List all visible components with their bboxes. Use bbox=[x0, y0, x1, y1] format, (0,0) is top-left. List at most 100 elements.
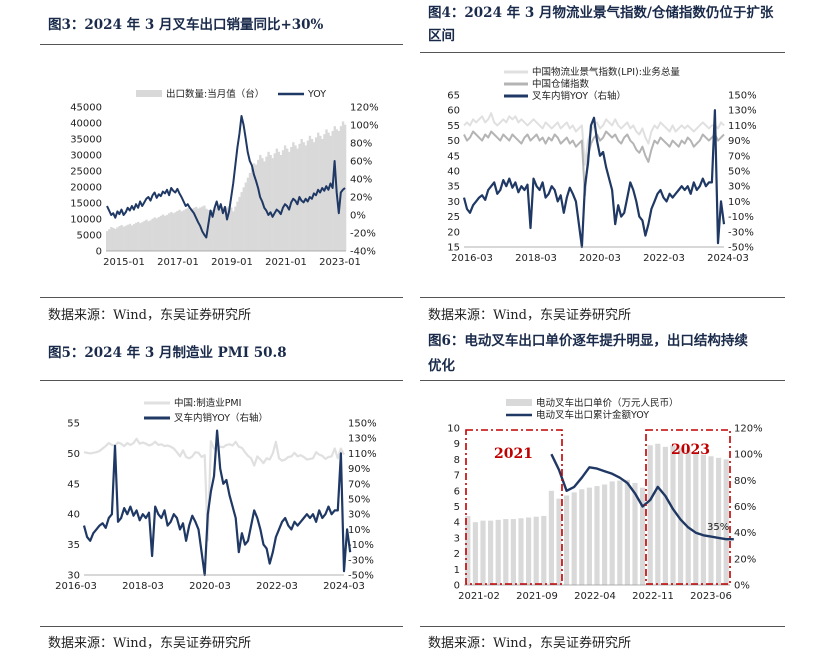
export-volume-bar bbox=[157, 217, 161, 251]
left-axis-tick: 35 bbox=[67, 540, 80, 551]
export-volume-bar bbox=[228, 206, 231, 251]
chart5-svg: 30 35 40 45 50 55 -50% -30% -10% 10% 30% 50% 70% 90% 1… bbox=[55, 397, 376, 592]
unit-price-bar bbox=[700, 454, 706, 585]
export-volume-bar bbox=[281, 150, 285, 251]
year-2023-label: 2023 bbox=[671, 442, 710, 458]
unit-price-bar bbox=[624, 479, 630, 585]
export-volume-bar bbox=[292, 142, 295, 251]
export-volume-bar bbox=[151, 218, 154, 251]
export-volume-bar bbox=[290, 147, 293, 251]
unit-price-bar bbox=[510, 519, 516, 585]
export-volume-bar bbox=[271, 158, 274, 251]
chart6-top-rule bbox=[420, 380, 785, 381]
right-axis-tick: 120% bbox=[350, 103, 379, 114]
unit-price-bar bbox=[640, 487, 646, 585]
export-volume-bar bbox=[279, 155, 283, 251]
export-volume-bar bbox=[331, 131, 334, 251]
chart6-bottom-rule bbox=[420, 626, 785, 627]
export-volume-bar bbox=[257, 159, 260, 251]
right-axis-tick: 130% bbox=[728, 106, 757, 117]
export-volume-bar bbox=[286, 148, 289, 251]
export-volume-bar bbox=[161, 214, 165, 251]
left-axis-tick: 5 bbox=[454, 502, 460, 513]
unit-price-bar bbox=[723, 459, 729, 585]
export-volume-bar bbox=[199, 207, 202, 251]
yoy-line bbox=[106, 115, 346, 239]
pmi-line bbox=[83, 437, 345, 542]
export-volume-bar bbox=[252, 163, 256, 251]
export-amount-yoy-line bbox=[550, 453, 734, 541]
left-axis-tick: 40 bbox=[67, 510, 80, 521]
x-axis-tick: 2021-01 bbox=[265, 257, 307, 268]
export-volume-bar bbox=[184, 209, 187, 251]
left-axis-tick: 45 bbox=[67, 479, 80, 490]
legend-swatch-price bbox=[506, 399, 532, 406]
unit-price-bar bbox=[472, 522, 478, 585]
domestic-yoy-line bbox=[462, 109, 726, 249]
export-volume-bar bbox=[240, 192, 243, 251]
x-axis-tick: 2017-01 bbox=[157, 257, 199, 268]
x-axis-tick: 2016-03 bbox=[55, 581, 97, 592]
right-axis-tick: 60% bbox=[734, 502, 756, 513]
export-volume-bar bbox=[321, 139, 324, 251]
x-axis-tick: 2023-06 bbox=[690, 591, 732, 602]
export-volume-bar bbox=[201, 206, 204, 251]
export-volume-bar bbox=[267, 151, 270, 251]
right-axis-tick: -50% bbox=[348, 571, 374, 582]
export-volume-bar bbox=[132, 224, 136, 251]
export-volume-bar bbox=[327, 132, 330, 251]
unit-price-bar bbox=[541, 515, 547, 585]
unit-price-bar bbox=[488, 520, 494, 585]
left-axis-tick: 50 bbox=[447, 136, 460, 147]
chart4-title-line2: 区间 bbox=[428, 28, 455, 44]
x-axis-tick: 2022-04 bbox=[574, 591, 616, 602]
export-volume-bar bbox=[110, 227, 113, 251]
right-axis-tick: -10% bbox=[728, 212, 754, 223]
export-volume-bar bbox=[207, 210, 210, 251]
right-axis-tick: 20% bbox=[734, 554, 756, 565]
legend-label-volume: 出口数量:当月值（台） bbox=[166, 88, 264, 100]
right-axis-tick: 90% bbox=[348, 464, 370, 475]
export-volume-bar bbox=[122, 226, 125, 251]
unit-price-bar bbox=[571, 492, 577, 585]
export-volume-bar bbox=[329, 135, 332, 251]
export-volume-bar bbox=[213, 208, 216, 251]
right-axis-tick: -30% bbox=[728, 227, 754, 238]
right-axis-tick: 0% bbox=[734, 581, 750, 592]
left-axis-tick: 3 bbox=[454, 533, 460, 544]
unit-price-bar bbox=[548, 490, 554, 585]
legend-swatch-bar bbox=[136, 90, 162, 97]
export-volume-bar bbox=[118, 226, 121, 251]
right-axis-tick: 120% bbox=[734, 424, 763, 435]
export-volume-bar bbox=[217, 209, 221, 251]
chart5-bottom-rule bbox=[40, 626, 403, 627]
chart4-top-rule bbox=[420, 52, 785, 53]
chart5-source: 数据来源：Wind，东吴证券研究所 bbox=[48, 636, 251, 651]
export-volume-bar bbox=[269, 155, 272, 251]
export-volume-bar bbox=[226, 207, 229, 251]
export-volume-bar bbox=[302, 142, 305, 251]
export-volume-bar bbox=[343, 124, 347, 251]
export-volume-bar bbox=[306, 140, 310, 251]
export-volume-bar bbox=[294, 145, 297, 251]
unit-price-bar bbox=[480, 520, 486, 585]
export-volume-bar bbox=[186, 208, 190, 251]
left-axis-tick: 8 bbox=[454, 455, 460, 466]
unit-price-bar bbox=[594, 486, 600, 585]
x-axis-tick: 2018-03 bbox=[515, 253, 557, 264]
export-volume-bar bbox=[323, 134, 326, 251]
left-axis-tick: 60 bbox=[447, 106, 460, 117]
unit-price-bar bbox=[716, 457, 722, 585]
export-volume-bar bbox=[275, 148, 279, 251]
export-volume-bar bbox=[178, 209, 181, 251]
right-axis-tick: 60% bbox=[350, 157, 372, 168]
chart3-top-rule bbox=[40, 44, 403, 45]
right-axis-tick: 90% bbox=[728, 136, 750, 147]
chart6-svg: 0123456789100%20%40%60%80%100%120%2021-0… bbox=[447, 397, 763, 602]
unit-price-bar bbox=[586, 487, 592, 585]
left-axis-tick: 25000 bbox=[70, 167, 102, 178]
left-axis-tick: 30 bbox=[447, 197, 460, 208]
x-axis-tick: 2020-03 bbox=[579, 253, 621, 264]
right-axis-tick: 20% bbox=[350, 193, 372, 204]
unit-price-bar bbox=[602, 484, 608, 585]
